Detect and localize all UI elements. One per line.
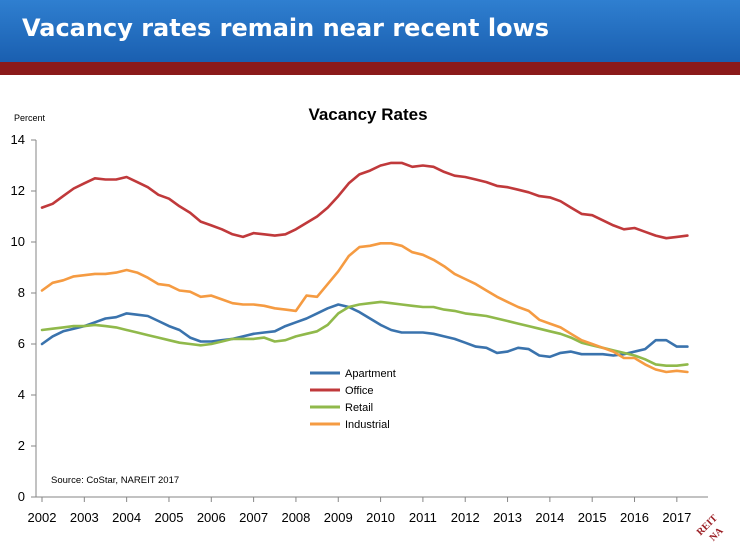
y-tick-label: 0 bbox=[18, 489, 25, 504]
legend-item-industrial: Industrial bbox=[310, 419, 390, 431]
x-ticks: 2002 2003 2004 2005 2006 2007 2008 2009 2010 2011… bbox=[28, 497, 691, 525]
legend-item-apartment: Apartment bbox=[310, 368, 396, 380]
legend: Apartment Office Retail Industrial bbox=[310, 368, 396, 431]
y-tick-label: 2 bbox=[18, 438, 25, 453]
x-tick-label: 2009 bbox=[324, 510, 353, 525]
series-line-industrial bbox=[40, 242, 689, 374]
x-tick-label: 2008 bbox=[281, 510, 310, 525]
x-tick-label: 2002 bbox=[28, 510, 57, 525]
legend-item-office: Office bbox=[310, 385, 374, 397]
y-tick-label: 14 bbox=[11, 132, 25, 147]
y-ticks: 0 2 4 6 8 10 12 14 bbox=[11, 132, 36, 504]
series-line-office bbox=[40, 161, 689, 240]
nareit-seal-logo: REIT NA bbox=[695, 513, 726, 544]
series-line-apartment bbox=[40, 303, 689, 359]
y-tick-label: 8 bbox=[18, 285, 25, 300]
legend-label-retail: Retail bbox=[345, 402, 373, 414]
title-banner: Vacancy rates remain near recent lows bbox=[0, 0, 740, 62]
x-tick-label: 2005 bbox=[155, 510, 184, 525]
banner-stripe bbox=[0, 62, 740, 75]
x-tick-label: 2003 bbox=[70, 510, 99, 525]
x-tick-label: 2013 bbox=[493, 510, 522, 525]
chart-title: Vacancy Rates bbox=[308, 105, 427, 124]
y-tick-label: 4 bbox=[18, 387, 25, 402]
x-tick-label: 2012 bbox=[451, 510, 480, 525]
y-axis-label: Percent bbox=[14, 113, 46, 123]
legend-label-apartment: Apartment bbox=[345, 368, 396, 380]
series-lines bbox=[40, 161, 689, 374]
y-tick-label: 6 bbox=[18, 336, 25, 351]
series-line-retail bbox=[40, 300, 689, 368]
x-tick-label: 2016 bbox=[620, 510, 649, 525]
x-tick-label: 2011 bbox=[409, 510, 437, 525]
source-note: Source: CoStar, NAREIT 2017 bbox=[51, 475, 179, 486]
y-tick-label: 12 bbox=[11, 183, 25, 198]
x-tick-label: 2014 bbox=[535, 510, 564, 525]
x-tick-label: 2017 bbox=[662, 510, 691, 525]
x-tick-label: 2004 bbox=[112, 510, 141, 525]
legend-label-office: Office bbox=[345, 385, 374, 397]
y-tick-label: 10 bbox=[11, 234, 25, 249]
legend-label-industrial: Industrial bbox=[345, 419, 390, 431]
x-tick-label: 2007 bbox=[239, 510, 268, 525]
x-tick-label: 2006 bbox=[197, 510, 226, 525]
x-tick-label: 2010 bbox=[366, 510, 395, 525]
slide-title: Vacancy rates remain near recent lows bbox=[22, 14, 550, 42]
legend-item-retail: Retail bbox=[310, 402, 373, 414]
x-tick-label: 2015 bbox=[578, 510, 607, 525]
